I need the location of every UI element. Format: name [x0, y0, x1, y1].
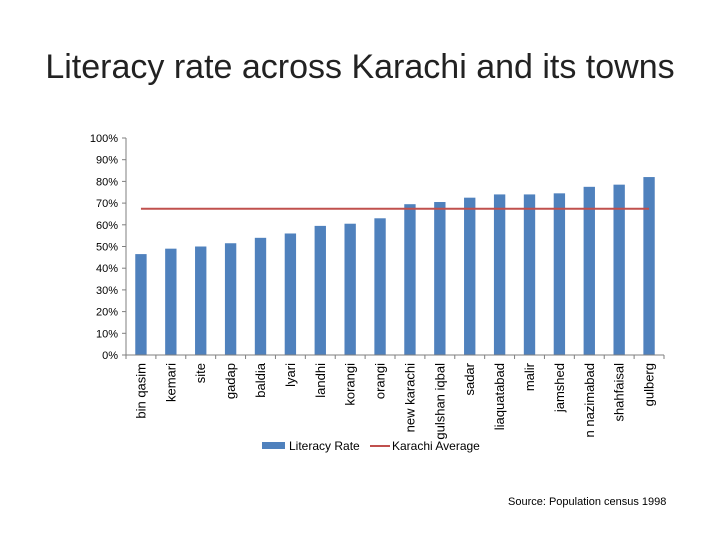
y-tick-label: 70%	[96, 198, 118, 210]
bar-liaquatabad	[493, 194, 506, 355]
y-tick-label: 0%	[102, 350, 118, 362]
x-category-label: gulshan iqbal	[432, 363, 447, 440]
x-category-label: gadap	[223, 363, 238, 399]
legend: Literacy Rate Karachi Average	[262, 439, 480, 453]
y-tick-label: 30%	[96, 285, 118, 297]
y-tick-label: 80%	[96, 176, 118, 188]
y-tick-label: 20%	[96, 307, 118, 319]
bar-gulshan-iqbal	[434, 202, 446, 355]
bar-gulberg	[643, 177, 655, 355]
x-category-label: kemari	[163, 363, 178, 402]
source-note: Source: Population census 1998	[508, 496, 667, 508]
bar-shahfaisal	[613, 184, 625, 355]
bar-kemari	[165, 248, 177, 355]
bar-landhi	[314, 225, 326, 355]
x-category-label: liaquatabad	[492, 363, 507, 430]
y-tick-label: 10%	[96, 328, 118, 340]
legend-label-average: Karachi Average	[392, 439, 480, 453]
x-category-label: malir	[522, 362, 537, 391]
x-category-label: shahfaisal	[612, 363, 627, 422]
y-tick-label: 60%	[96, 220, 118, 232]
bar-baldia	[254, 237, 267, 355]
bar-site	[195, 246, 207, 355]
x-category-label: korangi	[343, 363, 358, 406]
y-tick-label: 50%	[96, 242, 118, 254]
chart-title: Literacy rate across Karachi and its tow…	[45, 48, 675, 86]
x-category-label: baldia	[253, 362, 268, 397]
x-category-label: orangi	[373, 363, 388, 399]
bar-n-nazimabad	[583, 186, 595, 355]
bar-jamshed	[553, 193, 566, 355]
x-category-label: bin qasim	[133, 363, 148, 419]
x-category-label: site	[193, 363, 208, 383]
bar-series	[135, 177, 655, 355]
legend-bar-swatch	[262, 442, 285, 449]
bar-orangi	[374, 218, 386, 355]
bar-gadap	[224, 243, 237, 355]
bar-bin-qasim	[135, 254, 147, 355]
x-category-label: sadar	[462, 362, 477, 395]
x-category-label: lyari	[283, 363, 298, 387]
bar-sadar	[464, 197, 476, 355]
x-category-label: new karachi	[402, 363, 417, 432]
x-category-label: jamshed	[552, 363, 567, 413]
bar-malir	[523, 194, 536, 355]
y-tick-label: 90%	[96, 155, 118, 167]
x-category-label: gulberg	[642, 363, 657, 406]
y-tick-label: 100%	[90, 133, 118, 145]
bar-lyari	[284, 233, 297, 355]
legend-label-literacy: Literacy Rate	[289, 439, 360, 453]
y-axis: 0% 10% 20% 30% 40% 50% 60% 70% 80% 90% 100%	[90, 133, 127, 362]
x-axis: bin qasim kemari site gadap baldia lyari landh…	[125, 354, 665, 440]
bar-new-karachi	[404, 204, 416, 355]
x-category-label: n nazimabad	[582, 363, 597, 437]
y-tick-label: 40%	[96, 263, 118, 275]
bar-korangi	[344, 223, 356, 355]
x-category-label: landhi	[313, 363, 328, 398]
